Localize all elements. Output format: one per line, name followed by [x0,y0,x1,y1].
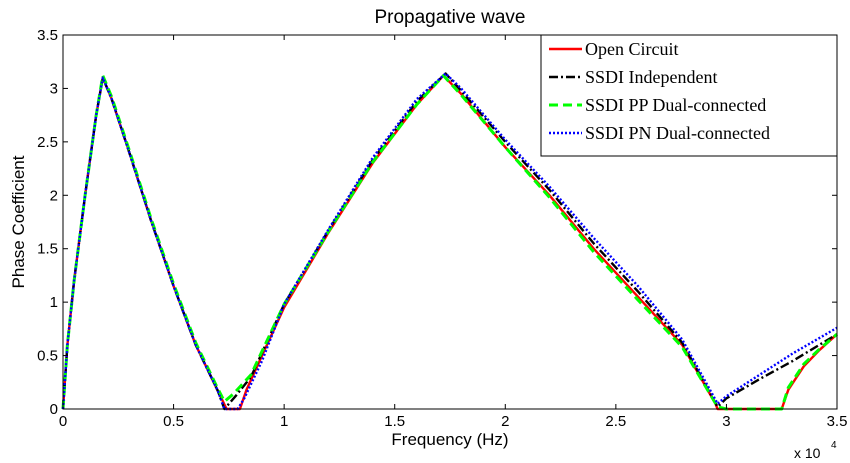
y-tick-label: 3.5 [37,27,58,44]
y-axis: 0 0.5 1 1.5 2 2.5 3 3.5 [37,27,837,418]
x-tick-label: 0.5 [163,413,184,430]
chart-title: Propagative wave [374,7,525,28]
y-tick-label: 2.5 [37,134,58,151]
legend-box [540,34,838,157]
legend-label-1: Open Circuit [585,39,678,59]
y-tick-label: 0.5 [37,348,58,365]
x-tick-label: 3.5 [827,413,848,430]
x-axis-multiplier-base: x 10 [794,445,821,461]
y-tick-label: 1 [50,294,58,311]
series-line-2 [61,72,838,411]
legend-label-2: SSDI Independent [585,67,717,87]
plot-frame [62,34,838,410]
x-tick-label: 2 [501,413,509,430]
x-axis-label: Frequency (Hz) [391,430,508,449]
series-line-4 [61,72,838,411]
y-tick-label: 2 [50,187,58,204]
x-tick-label: 1.5 [384,413,405,430]
y-axis-label: Phase Coefficient [9,155,28,288]
x-axis-multiplier: x 10 [794,445,821,461]
x-tick-label: 1 [280,413,288,430]
x-tick-label: 0 [59,413,67,430]
x-tick-label: 3 [722,413,730,430]
x-tick-label: 2.5 [605,413,626,430]
legend-label-4: SSDI PN Dual-connected [585,123,770,143]
plot-lines [61,72,838,411]
y-tick-label: 3 [50,80,58,97]
x-axis-multiplier-exponent: 4 [831,440,837,451]
y-tick-label: 0 [50,401,58,418]
legend-label-3: SSDI PP Dual-connected [585,95,766,115]
legend: Open Circuit SSDI Independent SSDI PP Dual… [540,34,838,157]
x-axis: 0 0.5 1 1.5 2 2.5 3 3.5 [59,35,848,430]
y-tick-label: 1.5 [37,241,58,258]
